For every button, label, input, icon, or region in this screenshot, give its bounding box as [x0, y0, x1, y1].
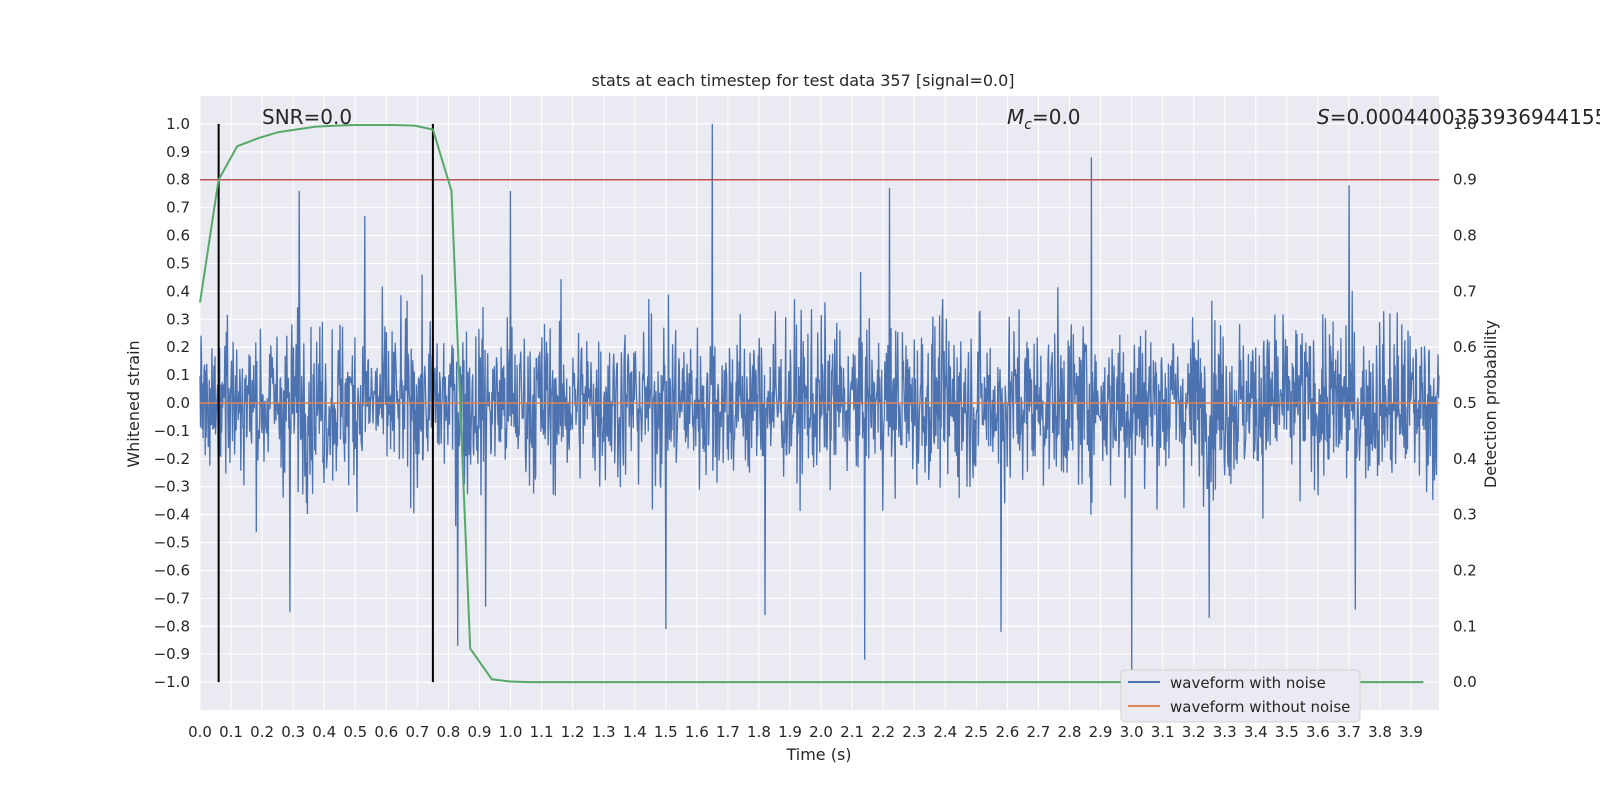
y-tick-label: 1.0 [166, 115, 190, 133]
y-tick-label: −0.7 [154, 589, 190, 607]
y2-tick-label: 0.6 [1453, 338, 1477, 356]
y-tick-label: 0.3 [166, 310, 190, 328]
x-tick-label: 2.3 [902, 723, 926, 741]
x-tick-label: 1.7 [716, 723, 740, 741]
snr-annotation: SNR=0.0 [262, 105, 352, 129]
x-tick-label: 2.9 [1089, 723, 1113, 741]
x-tick-label: 2.2 [871, 723, 895, 741]
x-tick-label: 0.2 [250, 723, 274, 741]
s-value: =0.0004400353936944155 [1330, 105, 1600, 129]
y-tick-label: 0.6 [166, 227, 190, 245]
x-tick-label: 1.8 [747, 723, 771, 741]
chirp-mass-annotation: Mc=0.0 [1007, 105, 1081, 133]
left-tick-labels: 1.0 0.9 0.8 0.7 0.6 0.5 0.4 0.3 0.2 0.1 0.0 −0.1 −0.… [154, 115, 190, 691]
legend-box [1120, 669, 1361, 723]
series-waveform-with-noise [199, 123, 1440, 680]
x-tick-label: 1.2 [561, 723, 585, 741]
y-tick-label: −1.0 [154, 673, 190, 691]
x-tick-label: 3.8 [1368, 723, 1392, 741]
chart-title: stats at each timestep for test data 357… [591, 71, 1014, 90]
x-tick-label: 2.5 [964, 723, 988, 741]
x-tick-label: 3.4 [1244, 723, 1268, 741]
y2-axis-label: Detection probability [1481, 320, 1500, 488]
y2-tick-label: 1.0 [1453, 115, 1477, 133]
legend: waveform with noise waveform without noi… [1120, 669, 1361, 723]
x-tick-label: 1.5 [654, 723, 678, 741]
y2-tick-label: 0.4 [1453, 450, 1477, 468]
s-symbol: S [1317, 105, 1330, 129]
x-tick-label: 1.9 [778, 723, 802, 741]
y-axis-label: Whitened strain [124, 340, 143, 467]
y2-tick-label: 0.0 [1453, 673, 1477, 691]
x-tick-label: 0.3 [281, 723, 305, 741]
y-tick-label: −0.9 [154, 645, 190, 663]
x-tick-label: 0.8 [436, 723, 460, 741]
series-detection-probability [199, 124, 1424, 684]
x-tick-label: 2.4 [933, 723, 957, 741]
noise-trace [199, 123, 1440, 680]
x-tick-label: 3.1 [1151, 723, 1175, 741]
y-tick-label: 0.7 [166, 199, 190, 217]
y2-tick-label: 0.5 [1453, 394, 1477, 412]
x-tick-label: 1.3 [592, 723, 616, 741]
y2-tick-label: 0.1 [1453, 617, 1477, 635]
chirp-mass-subscript: c [1024, 117, 1032, 133]
x-tick-labels: 0.0 0.1 0.2 0.3 0.4 0.5 0.6 0.7 0.8 0.9 1.0 1.1 1.2 1… [188, 723, 1423, 741]
x-axis-label: Time (s) [785, 745, 851, 764]
x-tick-label: 0.6 [374, 723, 398, 741]
x-tick-label: 3.3 [1213, 723, 1237, 741]
x-tick-label: 2.6 [995, 723, 1019, 741]
chirp-mass-symbol: M [1007, 105, 1024, 129]
s-annotation: S=0.0004400353936944155 [1317, 105, 1600, 129]
y-tick-label: −0.1 [154, 422, 190, 440]
legend-label-clean: waveform without noise [1170, 698, 1350, 716]
x-tick-label: 2.1 [840, 723, 864, 741]
x-tick-label: 2.7 [1026, 723, 1050, 741]
y-tick-label: 0.4 [166, 282, 190, 300]
y-tick-label: −0.3 [154, 478, 190, 496]
y-tick-label: −0.8 [154, 617, 190, 635]
x-tick-label: 0.1 [219, 723, 243, 741]
x-tick-label: 2.8 [1058, 723, 1082, 741]
x-tick-label: 3.2 [1182, 723, 1206, 741]
x-tick-label: 1.1 [530, 723, 554, 741]
y-tick-label: −0.4 [154, 506, 190, 524]
x-tick-label: 0.5 [343, 723, 367, 741]
y2-tick-label: 0.9 [1453, 171, 1477, 189]
x-tick-label: 3.7 [1337, 723, 1361, 741]
y-tick-label: 0.5 [166, 254, 190, 272]
y2-tick-label: 0.2 [1453, 561, 1477, 579]
y2-tick-label: 0.8 [1453, 227, 1477, 245]
y-tick-label: 0.1 [166, 366, 190, 384]
y-tick-label: −0.5 [154, 534, 190, 552]
x-tick-label: 1.0 [499, 723, 523, 741]
y-tick-label: 0.0 [166, 394, 190, 412]
x-tick-label: 0.9 [468, 723, 492, 741]
chirp-mass-value: =0.0 [1032, 105, 1081, 129]
x-tick-label: 1.4 [623, 723, 647, 741]
x-tick-label: 0.4 [312, 723, 336, 741]
right-tick-labels: 1.0 0.9 0.8 0.7 0.6 0.5 0.4 0.3 0.2 0.1 0.0 [1453, 115, 1477, 691]
x-tick-label: 1.6 [685, 723, 709, 741]
x-tick-label: 3.0 [1120, 723, 1144, 741]
x-tick-label: 3.9 [1399, 723, 1423, 741]
y-tick-label: −0.2 [154, 450, 190, 468]
x-tick-label: 0.0 [188, 723, 212, 741]
y-tick-label: 0.8 [166, 171, 190, 189]
x-tick-label: 3.5 [1275, 723, 1299, 741]
x-tick-label: 0.7 [405, 723, 429, 741]
y-tick-label: 0.2 [166, 338, 190, 356]
y2-tick-label: 0.3 [1453, 506, 1477, 524]
event-markers [217, 123, 434, 683]
y-tick-label: −0.6 [154, 561, 190, 579]
x-tick-label: 2.0 [809, 723, 833, 741]
y2-tick-label: 0.7 [1453, 282, 1477, 300]
x-tick-label: 3.6 [1306, 723, 1330, 741]
y-tick-label: 0.9 [166, 143, 190, 161]
legend-label-noise: waveform with noise [1170, 674, 1326, 692]
